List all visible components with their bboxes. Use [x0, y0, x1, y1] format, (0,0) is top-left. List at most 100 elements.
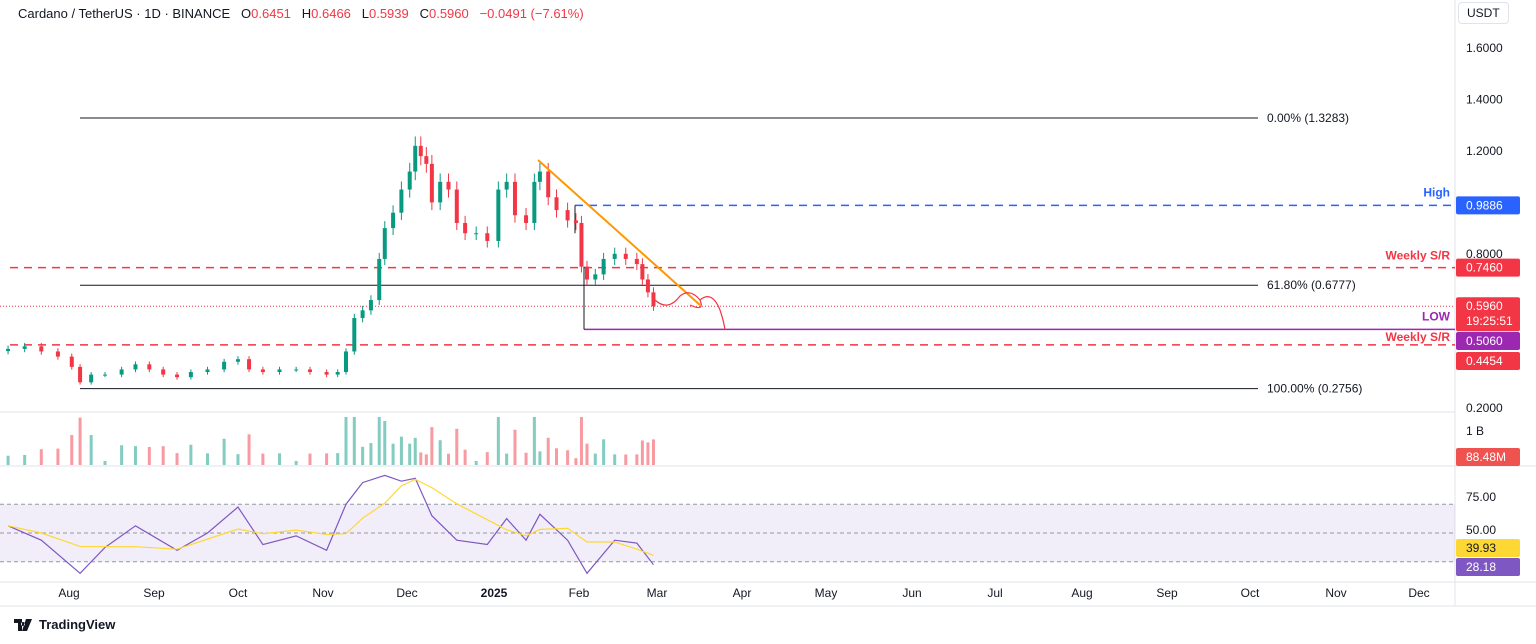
volume-bar [640, 440, 644, 465]
close-value: 0.5960 [428, 6, 469, 21]
weekly-sr-lower-label: Weekly S/R [1386, 330, 1451, 344]
open-value: 0.6451 [251, 6, 291, 21]
candle [78, 366, 83, 383]
candle [377, 258, 382, 301]
rsi-ma-tag-label: 39.93 [1466, 541, 1496, 555]
time-tick-label: Aug [1071, 586, 1092, 600]
volume-bar [446, 453, 450, 465]
time-tick-label: Mar [647, 586, 668, 600]
price-tick-label: 1.6000 [1466, 41, 1503, 55]
volume-bar [602, 439, 606, 465]
last-price-label: 0.5960 [1466, 299, 1503, 313]
candle [446, 181, 451, 190]
rsi-ma-tag [1456, 539, 1520, 557]
volume-bar [247, 434, 251, 465]
candle [188, 372, 193, 378]
volume-bar [391, 443, 395, 465]
candle [399, 189, 404, 213]
candle [651, 292, 656, 307]
candle [474, 233, 479, 235]
time-tick-label: Oct [1241, 586, 1260, 600]
volume-bar [413, 437, 417, 465]
volume-bar [505, 453, 509, 465]
candle [55, 351, 60, 357]
volume-bar [574, 458, 578, 465]
candle [235, 359, 240, 362]
volume-bar [513, 429, 517, 465]
fib-level-label: 0.00% (1.3283) [1267, 111, 1349, 125]
volume-bar [532, 417, 536, 465]
weekly-sr-upper-label: Weekly S/R [1386, 249, 1451, 263]
countdown-label: 19:25:51 [1466, 314, 1513, 328]
time-tick-label: Sep [1156, 586, 1178, 600]
candle [391, 212, 396, 229]
candle [119, 369, 124, 375]
candle [593, 274, 598, 280]
volume-bar [206, 453, 209, 465]
volume-bar [613, 454, 617, 465]
volume-bar [369, 443, 373, 465]
volume-bar [496, 417, 500, 465]
time-tick-label: Oct [229, 586, 248, 600]
candle [454, 189, 459, 223]
high-value: 0.6466 [311, 6, 351, 21]
candle [504, 181, 509, 190]
candle [565, 210, 570, 221]
candle [222, 361, 227, 370]
fib-level-label: 100.00% (0.2756) [1267, 382, 1362, 396]
volume-bar [419, 452, 423, 465]
tradingview-logo-icon [14, 618, 32, 631]
candle [438, 181, 443, 203]
time-tick-label: Feb [569, 586, 590, 600]
candle [413, 145, 418, 172]
time-tick-label: 2025 [481, 586, 508, 600]
candle [537, 171, 542, 182]
volume-bar [89, 435, 93, 465]
volume-bar [352, 417, 356, 465]
volume-bar [278, 453, 282, 465]
candle [344, 351, 348, 373]
high-tag [1456, 196, 1520, 215]
time-tick-label: Sep [143, 586, 165, 600]
weekly-sr-upper-tag [1456, 258, 1520, 277]
volume-bar [175, 453, 179, 465]
time-tick-label: Nov [312, 586, 333, 600]
candle [260, 369, 265, 373]
volume-bar [651, 439, 655, 465]
symbol-title[interactable]: Cardano / TetherUS · 1D · BINANCE [18, 6, 231, 21]
time-tick-label: Dec [1408, 586, 1429, 600]
candle [247, 359, 252, 370]
candle [524, 215, 529, 223]
candle [39, 346, 44, 352]
candle [579, 222, 584, 267]
candle [496, 189, 501, 241]
volume-bar [6, 455, 10, 465]
volume-last-tag [1456, 448, 1520, 466]
currency-button[interactable]: USDT [1458, 2, 1509, 24]
volume-bar [336, 453, 340, 465]
rsi-tick-label: 75.00 [1466, 490, 1496, 504]
candle [424, 156, 429, 164]
low-label: LOW [1422, 309, 1451, 323]
candle [612, 253, 617, 259]
price-tick-label: 1.2000 [1466, 144, 1503, 158]
fib-level-label: 61.80% (0.6777) [1267, 278, 1356, 292]
volume-bar [624, 454, 628, 465]
candle [335, 372, 340, 375]
candle [69, 356, 74, 367]
volume-bar [408, 443, 412, 465]
volume-bar [579, 417, 583, 465]
candle [418, 145, 423, 157]
time-tick-label: May [815, 586, 838, 600]
volume-bar [133, 446, 137, 465]
volume-bar [538, 451, 542, 465]
weekly-sr-lower-tag-label: 0.4454 [1466, 354, 1503, 368]
symbol-legend: Cardano / TetherUS · 1D · BINANCE O0.645… [18, 6, 584, 21]
volume-bar [377, 417, 381, 465]
candle [147, 364, 152, 370]
volume-bar [189, 444, 193, 465]
tradingview-logo[interactable]: TradingView [14, 617, 115, 632]
time-tick-label: Dec [396, 586, 417, 600]
volume-bar [70, 435, 74, 465]
